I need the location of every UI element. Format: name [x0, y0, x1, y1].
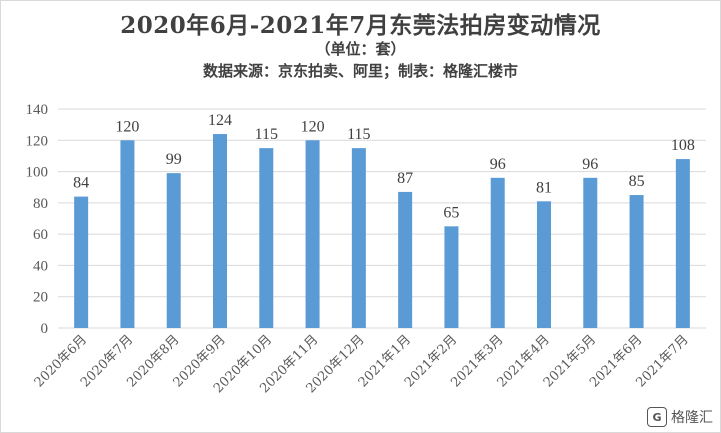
- data-label: 120: [301, 118, 325, 135]
- gelonghui-logo-icon: G: [647, 407, 667, 427]
- data-label: 108: [671, 137, 695, 154]
- chart-title: 2020年6月-2021年7月东莞法拍房变动情况: [120, 12, 601, 39]
- data-label: 115: [255, 126, 278, 143]
- chart-subtitle: （单位：套）: [315, 40, 406, 58]
- y-tick-label: 80: [33, 196, 48, 212]
- bar: [583, 177, 598, 328]
- bar: [213, 134, 227, 328]
- bar: [398, 191, 413, 328]
- data-label: 115: [347, 126, 370, 143]
- data-label: 124: [208, 112, 232, 129]
- bar: [351, 148, 366, 328]
- data-label: 65: [443, 204, 459, 221]
- bar: [537, 201, 551, 328]
- data-label: 87: [397, 170, 413, 187]
- watermark: G 格隆汇: [647, 407, 713, 427]
- y-tick-label: 0: [41, 321, 49, 337]
- chart-source-note: 数据来源：京东拍卖、阿里；制表：格隆汇楼市: [202, 62, 518, 80]
- data-label: 84: [73, 175, 89, 192]
- y-tick-label: 120: [26, 133, 49, 149]
- bar: [259, 148, 274, 328]
- y-tick-label: 100: [26, 165, 49, 181]
- bar: [675, 159, 690, 328]
- bar: [444, 226, 459, 328]
- y-tick-label: 140: [26, 102, 49, 118]
- watermark-text: 格隆汇: [671, 410, 713, 426]
- data-label: 99: [166, 151, 182, 168]
- y-tick-label: 60: [33, 227, 48, 243]
- bar: [74, 196, 89, 328]
- data-label: 85: [629, 173, 645, 190]
- bar: [120, 140, 135, 328]
- data-label: 81: [536, 179, 552, 196]
- data-label: 96: [490, 156, 506, 173]
- bar: [629, 195, 644, 328]
- data-label: 96: [582, 156, 598, 173]
- y-tick-label: 20: [33, 290, 48, 306]
- data-label: 120: [115, 118, 139, 135]
- bar: [305, 140, 320, 328]
- y-tick-label: 40: [33, 258, 48, 274]
- bar: [166, 173, 181, 328]
- bar: [490, 177, 505, 328]
